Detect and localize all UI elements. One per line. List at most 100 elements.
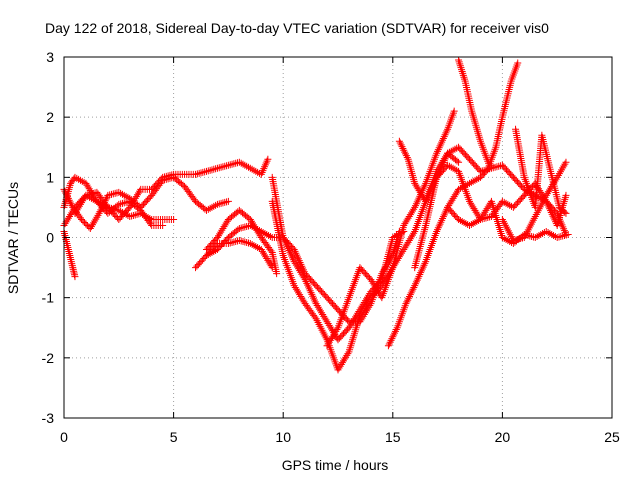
data-point	[362, 301, 370, 309]
data-point	[370, 281, 378, 289]
data-point	[497, 162, 505, 170]
data-point	[61, 187, 69, 195]
data-point	[368, 277, 376, 285]
data-point	[400, 246, 408, 254]
data-point	[252, 243, 260, 251]
data-point	[469, 203, 477, 211]
data-point	[106, 191, 114, 199]
data-point	[132, 193, 140, 201]
data-point	[212, 201, 220, 209]
data-point	[201, 168, 209, 176]
data-point	[109, 190, 117, 198]
data-point	[482, 206, 490, 214]
data-point	[78, 177, 86, 185]
data-point	[455, 215, 463, 223]
data-point	[361, 303, 369, 311]
data-point	[117, 189, 125, 197]
data-point	[446, 200, 454, 208]
data-point	[396, 139, 404, 147]
data-point	[206, 166, 214, 174]
data-point	[230, 160, 238, 168]
data-point	[311, 313, 319, 321]
data-point	[113, 189, 121, 197]
data-point	[250, 166, 258, 174]
data-point	[452, 189, 460, 197]
data-point	[323, 318, 331, 326]
y-tick-label: -1	[42, 290, 55, 306]
data-point	[126, 203, 134, 211]
data-point	[224, 161, 232, 169]
data-point	[332, 327, 340, 335]
data-point	[405, 237, 413, 245]
data-point	[64, 193, 72, 201]
data-point	[71, 273, 79, 281]
data-point	[389, 234, 397, 241]
data-point	[223, 198, 231, 206]
data-point	[292, 285, 300, 293]
y-tick-label: 3	[46, 49, 54, 65]
data-point	[73, 174, 81, 182]
data-point	[67, 211, 75, 219]
data-point	[392, 326, 400, 334]
data-point	[215, 164, 223, 172]
data-point	[83, 181, 91, 189]
data-point	[69, 207, 77, 215]
data-point	[120, 199, 128, 207]
data-point	[95, 209, 103, 217]
data-point	[68, 209, 76, 217]
data-point	[320, 312, 328, 320]
data-point	[473, 217, 481, 225]
data-point	[66, 198, 74, 206]
data-point	[388, 335, 396, 343]
data-point	[210, 165, 218, 173]
data-point	[292, 261, 300, 269]
data-point	[65, 212, 73, 220]
data-point	[391, 232, 399, 240]
data-point	[470, 205, 478, 213]
data-point	[324, 320, 332, 328]
data-point	[451, 145, 459, 153]
data-point	[264, 155, 272, 163]
data-point	[241, 161, 249, 169]
data-point	[67, 200, 75, 208]
data-point	[228, 239, 236, 247]
data-point	[449, 146, 457, 154]
data-point	[456, 60, 464, 68]
data-point	[343, 351, 351, 359]
data-point	[237, 159, 245, 167]
data-point	[399, 247, 407, 255]
data-point	[239, 160, 247, 168]
data-point	[296, 291, 304, 299]
data-point	[349, 317, 357, 325]
data-point	[458, 67, 466, 75]
data-point	[386, 338, 394, 346]
data-point	[246, 164, 254, 172]
data-point	[331, 329, 339, 337]
data-point	[466, 221, 474, 229]
data-point	[502, 199, 510, 207]
data-point	[124, 198, 132, 206]
data-point	[241, 223, 249, 231]
data-point	[117, 200, 125, 208]
data-point	[261, 251, 269, 259]
data-point	[327, 335, 335, 343]
data-point	[254, 228, 262, 236]
data-point	[544, 188, 552, 196]
data-point	[326, 336, 334, 344]
data-point	[87, 194, 95, 202]
data-point	[107, 190, 115, 198]
data-point	[402, 218, 410, 226]
data-point	[78, 215, 86, 223]
data-point	[70, 175, 78, 183]
data-point	[252, 167, 260, 175]
data-point	[390, 331, 398, 339]
data-point	[458, 66, 466, 74]
data-point	[290, 258, 298, 266]
data-point	[226, 239, 234, 247]
data-point	[471, 218, 479, 226]
data-point	[481, 208, 489, 216]
data-point	[218, 226, 226, 234]
data-point	[195, 169, 203, 177]
data-point	[215, 232, 223, 240]
data-point	[164, 172, 172, 180]
